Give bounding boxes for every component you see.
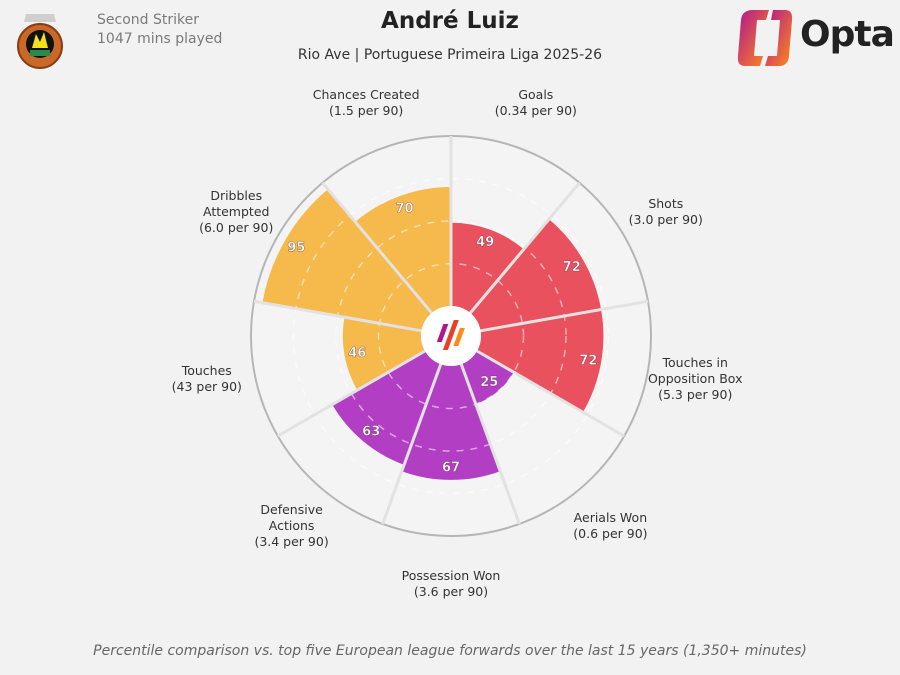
category-label: Dribbles Attempted (6.0 per 90) — [199, 188, 273, 235]
pizza-slice — [355, 187, 451, 314]
percentile-label: 25 — [480, 375, 498, 390]
percentile-label: 49 — [476, 235, 494, 250]
grid-circle — [335, 220, 567, 452]
minutes-played: 1047 mins played — [97, 31, 223, 47]
club-crest-logo — [17, 14, 63, 69]
spoke — [253, 299, 422, 333]
category-value: (0.6 per 90) — [573, 526, 647, 541]
player-meta: Second Striker 1047 mins played — [97, 11, 222, 49]
category-label: Defensive Actions (3.4 per 90) — [254, 502, 328, 549]
spoke — [469, 181, 581, 314]
pizza-slice — [461, 351, 514, 405]
category-name: Touches in — [662, 355, 728, 370]
spoke — [321, 181, 433, 314]
opta-mark-icon — [436, 320, 465, 350]
category-name: Shots — [648, 196, 683, 211]
category-name: Possession Won — [402, 568, 501, 583]
category-name: Chances Created — [313, 87, 420, 102]
pizza-slice — [401, 364, 501, 480]
percentile-label: 67 — [442, 460, 460, 475]
category-name: Dribbles — [210, 188, 262, 203]
grid-circle — [292, 177, 610, 495]
category-label: Aerials Won (0.6 per 90) — [573, 510, 647, 541]
percentile-label: 46 — [348, 346, 366, 361]
opta-logo-icon — [737, 10, 793, 66]
category-name: Attempted — [203, 204, 269, 219]
category-label: Shots (3.0 per 90) — [629, 196, 703, 227]
percentile-label: 95 — [287, 240, 305, 255]
category-value: (3.0 per 90) — [629, 212, 703, 227]
category-value: (6.0 per 90) — [199, 220, 273, 235]
category-name: Opposition Box — [648, 371, 743, 386]
opta-wordmark: Opta — [800, 14, 895, 55]
percentile-label: 72 — [563, 260, 581, 275]
category-value: (3.4 per 90) — [254, 534, 328, 549]
pizza-slice — [342, 317, 426, 391]
footnote: Percentile comparison vs. top five Europ… — [93, 643, 807, 659]
percentile-label: 72 — [579, 354, 597, 369]
spoke — [277, 349, 426, 438]
percentile-label: 63 — [362, 425, 380, 440]
pizza-slice — [476, 309, 604, 413]
pizza-slice — [262, 189, 432, 331]
category-name: Touches — [181, 363, 232, 378]
category-name: Aerials Won — [574, 510, 647, 525]
category-value: (3.6 per 90) — [414, 584, 488, 599]
spoke — [381, 363, 443, 525]
pizza-slice — [451, 222, 524, 314]
spoke — [459, 363, 521, 525]
category-value: (5.3 per 90) — [658, 387, 732, 402]
category-label: Possession Won (3.6 per 90) — [402, 568, 501, 599]
category-name: Defensive — [260, 502, 323, 517]
spoke — [476, 349, 625, 438]
category-name: Goals — [518, 87, 553, 102]
spoke — [480, 299, 649, 333]
category-value: (1.5 per 90) — [329, 103, 403, 118]
category-value: (43 per 90) — [172, 379, 242, 394]
page-subtitle: Rio Ave | Portuguese Primeira Liga 2025-… — [297, 47, 603, 63]
category-label: Touches in Opposition Box (5.3 per 90) — [648, 355, 743, 402]
category-label: Touches (43 per 90) — [172, 363, 242, 394]
percentile-label: 70 — [395, 202, 413, 217]
player-position: Second Striker — [97, 12, 199, 28]
category-label: Chances Created (1.5 per 90) — [313, 87, 420, 118]
pizza-slice — [470, 219, 602, 331]
category-label: Goals (0.34 per 90) — [495, 87, 577, 118]
category-name: Actions — [269, 518, 315, 533]
category-value: (0.34 per 90) — [495, 103, 577, 118]
page-title: André Luiz — [381, 8, 519, 34]
